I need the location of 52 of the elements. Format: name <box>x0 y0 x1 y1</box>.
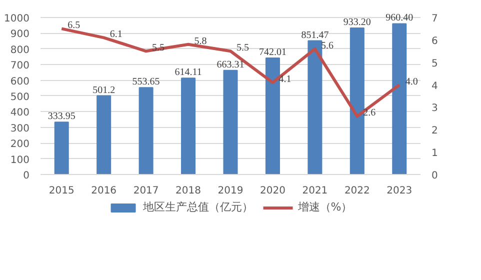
bar <box>138 87 154 174</box>
x-tick-label: 2021 <box>302 186 328 196</box>
x-tick-label: 2018 <box>176 186 202 196</box>
bar <box>308 40 322 174</box>
y-tick-label: 800 <box>10 44 30 56</box>
y-tick-label: 1000 <box>4 13 30 24</box>
data-label: 614.11 <box>174 67 202 78</box>
y-tick-label: 500 <box>10 92 30 103</box>
bar <box>265 57 280 174</box>
legend-label: 地区生产总值（亿元） <box>142 200 253 214</box>
y2-tick-label: 0 <box>432 170 438 182</box>
data-label: 663.31 <box>216 59 244 70</box>
data-label: 501.2 <box>92 84 116 96</box>
x-tick-label: 2022 <box>344 186 370 196</box>
data-label: 933.20 <box>343 16 371 28</box>
bar <box>350 27 364 174</box>
legend-label: 增速（%） <box>298 200 352 214</box>
y-tick-label: 900 <box>10 29 30 40</box>
y2-tick-label: 1 <box>432 148 438 160</box>
y2-tick-label: 3 <box>432 103 438 114</box>
x-tick-label: 2020 <box>260 186 286 196</box>
y2-tick-label: 6 <box>432 36 438 47</box>
y2-tick-label: 5 <box>432 58 438 70</box>
y2-tick-label: 4 <box>432 80 438 92</box>
x-tick-label: 2023 <box>386 186 412 196</box>
y2-tick-label: 2 <box>432 126 438 137</box>
bar <box>54 122 69 174</box>
x-tick-label: 2015 <box>48 186 74 196</box>
data-label: 6.1 <box>110 29 122 40</box>
y-tick-label: 0 <box>23 170 30 182</box>
y-tick-label: 600 <box>10 76 30 88</box>
data-label: 333.95 <box>48 111 76 122</box>
x-tick-label: 2017 <box>133 186 159 196</box>
data-label: 6.5 <box>68 20 80 32</box>
bar <box>223 70 238 174</box>
data-label: 5.5 <box>236 42 249 54</box>
bar <box>392 23 407 174</box>
x-tick-label: 2016 <box>91 186 117 196</box>
bar <box>96 95 112 174</box>
y-tick-label: 400 <box>10 108 30 119</box>
data-label: 5.8 <box>194 36 207 47</box>
y-tick-label: 300 <box>10 123 30 134</box>
y-tick-label: 200 <box>10 139 30 150</box>
x-tick-label: 2019 <box>218 186 244 196</box>
data-label: 851.47 <box>301 30 329 41</box>
y-tick-label: 700 <box>10 60 30 72</box>
bar <box>181 78 196 174</box>
data-label: 553.65 <box>132 76 160 88</box>
y-tick-label: 100 <box>10 154 30 166</box>
data-label: 742.01 <box>258 46 286 58</box>
data-label: 960.40 <box>386 12 414 24</box>
y2-tick-label: 7 <box>432 13 438 24</box>
